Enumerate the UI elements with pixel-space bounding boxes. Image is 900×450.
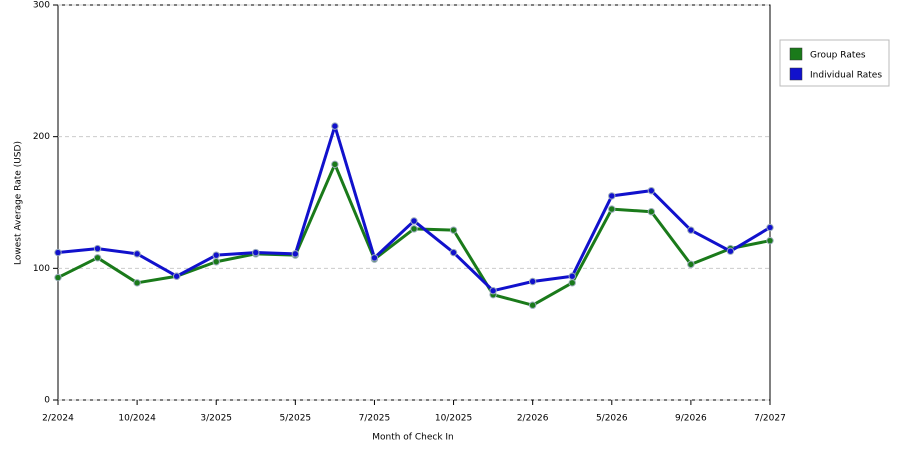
data-point bbox=[172, 272, 181, 280]
data-point bbox=[726, 247, 735, 255]
data-point bbox=[647, 208, 656, 216]
y-tick-label: 0 bbox=[44, 396, 50, 406]
x-tick-label: 10/2024 bbox=[118, 414, 156, 424]
x-tick-label: 10/2025 bbox=[435, 414, 472, 424]
x-tick-label: 3/2025 bbox=[200, 414, 232, 424]
data-point bbox=[212, 258, 220, 266]
data-point bbox=[54, 273, 62, 282]
y-axis-label: Lowest Average Rate (USD) bbox=[14, 141, 24, 265]
data-point bbox=[331, 160, 339, 169]
data-point bbox=[410, 225, 418, 233]
data-point bbox=[528, 277, 537, 286]
data-point bbox=[133, 279, 141, 287]
data-point bbox=[687, 260, 695, 269]
y-tick-label: 100 bbox=[33, 264, 50, 274]
data-point bbox=[608, 192, 616, 200]
y-tick-label: 300 bbox=[33, 1, 50, 11]
data-point bbox=[449, 248, 458, 257]
data-point bbox=[331, 122, 339, 130]
legend-swatch bbox=[789, 67, 803, 81]
data-point bbox=[489, 287, 497, 295]
x-tick-label: 2/2024 bbox=[42, 414, 74, 424]
data-point bbox=[410, 217, 418, 225]
data-point bbox=[766, 236, 774, 245]
x-tick-label: 5/2026 bbox=[596, 414, 628, 424]
data-point bbox=[449, 226, 458, 234]
data-point bbox=[608, 205, 616, 213]
legend-box bbox=[779, 39, 890, 87]
data-point bbox=[568, 272, 576, 280]
data-point bbox=[568, 279, 576, 287]
data-point bbox=[54, 248, 62, 257]
data-point bbox=[528, 301, 537, 309]
legend-label: Individual Rates bbox=[810, 71, 882, 81]
x-tick-label: 7/2025 bbox=[359, 414, 391, 424]
data-point bbox=[212, 251, 220, 259]
data-point bbox=[766, 223, 774, 232]
x-tick-label: 2/2026 bbox=[517, 414, 549, 424]
data-point bbox=[133, 250, 141, 258]
x-tick-label: 9/2026 bbox=[675, 414, 707, 424]
x-tick-label: 5/2025 bbox=[279, 414, 311, 424]
legend-label: Group Rates bbox=[810, 51, 866, 61]
y-tick-label: 200 bbox=[33, 132, 50, 142]
data-point bbox=[687, 226, 695, 234]
legend-swatch bbox=[789, 47, 803, 61]
series-line bbox=[57, 162, 771, 307]
data-point bbox=[370, 254, 379, 262]
data-point bbox=[93, 244, 102, 253]
data-point bbox=[647, 186, 656, 195]
series-line bbox=[57, 124, 771, 293]
x-tick-label: 7/2027 bbox=[754, 414, 786, 424]
x-axis-label: Month of Check In bbox=[372, 433, 454, 443]
data-point bbox=[252, 248, 260, 257]
plot-frame bbox=[57, 4, 771, 401]
data-point bbox=[93, 254, 102, 262]
data-point bbox=[291, 250, 300, 258]
